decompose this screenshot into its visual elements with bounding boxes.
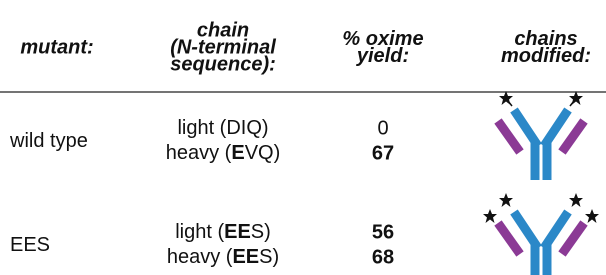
oxime-yield: 56 xyxy=(372,221,394,243)
chain-label: heavy (EES) xyxy=(167,246,279,268)
chain-label-part: light (DIQ) xyxy=(177,117,268,139)
column-header: sequence): xyxy=(170,53,276,75)
chain-label-part: light ( xyxy=(175,221,224,243)
oxime-yield: 67 xyxy=(372,142,394,164)
chain-label-part: EE xyxy=(224,221,251,243)
antibody-icon xyxy=(498,91,584,180)
chain-label: heavy (EVQ) xyxy=(166,142,281,164)
mutant-name: wild type xyxy=(9,130,88,152)
chain-label-part: E xyxy=(231,142,244,164)
column-header: mutant: xyxy=(20,36,93,58)
chain-label-part: S) xyxy=(259,246,279,268)
page: mutant:chain(N-terminalsequence):% oxime… xyxy=(0,0,606,275)
mutant-name: EES xyxy=(10,234,50,256)
column-header: modified: xyxy=(501,45,591,67)
chain-label-part: heavy ( xyxy=(167,246,233,268)
chain-label-part: EE xyxy=(232,246,259,268)
chain-label-part: heavy ( xyxy=(166,142,232,164)
chain-label-part: S) xyxy=(251,221,271,243)
chain-label-part: VQ) xyxy=(245,142,281,164)
chain-label: light (EES) xyxy=(175,221,271,243)
oxime-yield: 68 xyxy=(372,246,394,268)
column-header: yield: xyxy=(356,45,409,67)
chain-label: light (DIQ) xyxy=(177,117,268,139)
figure: mutant:chain(N-terminalsequence):% oxime… xyxy=(0,0,606,275)
antibody-icon xyxy=(483,193,599,275)
oxime-yield: 0 xyxy=(377,117,388,139)
